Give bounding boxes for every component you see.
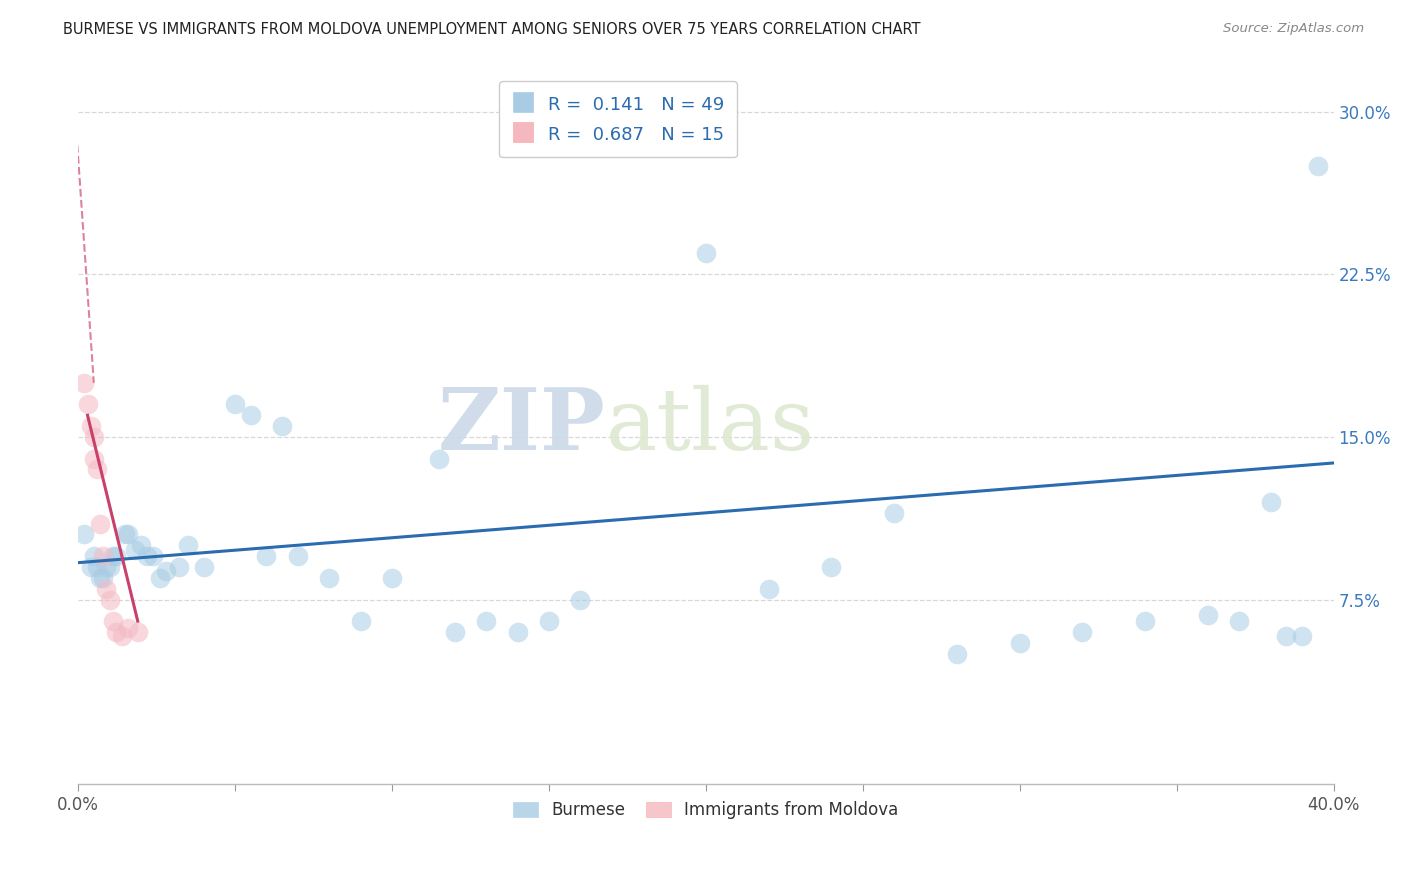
Text: Source: ZipAtlas.com: Source: ZipAtlas.com [1223, 22, 1364, 36]
Point [89, 571, 111, 585]
Point [1227, 614, 1250, 628]
Point [117, 621, 139, 635]
Text: BURMESE VS IMMIGRANTS FROM MOLDOVA UNEMPLOYMENT AMONG SENIORS OVER 75 YEARS CORR: BURMESE VS IMMIGRANTS FROM MOLDOVA UNEMP… [63, 22, 921, 37]
Point [758, 582, 780, 596]
Point [1306, 159, 1329, 173]
Point [73, 376, 96, 390]
Point [117, 527, 139, 541]
Point [506, 625, 529, 640]
Point [1135, 614, 1157, 628]
Point [946, 647, 969, 661]
Point [537, 614, 560, 628]
Point [167, 560, 190, 574]
Point [83, 451, 105, 466]
Point [224, 397, 246, 411]
Point [287, 549, 309, 564]
Text: ZIP: ZIP [437, 384, 606, 468]
Point [883, 506, 905, 520]
Point [86, 462, 108, 476]
Point [177, 538, 200, 552]
Point [149, 571, 172, 585]
Point [695, 245, 717, 260]
Legend: Burmese, Immigrants from Moldova: Burmese, Immigrants from Moldova [506, 794, 905, 825]
Point [127, 625, 149, 640]
Point [1291, 629, 1313, 643]
Point [73, 527, 96, 541]
Point [124, 542, 146, 557]
Point [89, 516, 111, 531]
Point [96, 560, 118, 574]
Point [96, 582, 118, 596]
Point [443, 625, 465, 640]
Point [142, 549, 165, 564]
Point [91, 571, 114, 585]
Point [98, 592, 121, 607]
Point [1008, 636, 1031, 650]
Point [381, 571, 404, 585]
Point [83, 549, 105, 564]
Point [129, 538, 152, 552]
Point [79, 560, 101, 574]
Point [104, 625, 127, 640]
Point [820, 560, 842, 574]
Point [349, 614, 371, 628]
Point [1197, 607, 1219, 622]
Point [193, 560, 215, 574]
Point [239, 409, 262, 423]
Point [101, 549, 124, 564]
Point [83, 430, 105, 444]
Point [569, 592, 592, 607]
Point [111, 629, 134, 643]
Point [136, 549, 159, 564]
Point [427, 451, 450, 466]
Point [86, 560, 108, 574]
Point [155, 565, 177, 579]
Point [271, 419, 294, 434]
Point [114, 527, 136, 541]
Point [76, 397, 98, 411]
Point [98, 560, 121, 574]
Point [475, 614, 498, 628]
Point [104, 549, 127, 564]
Point [101, 614, 124, 628]
Point [79, 419, 101, 434]
Point [1071, 625, 1094, 640]
Point [1275, 629, 1298, 643]
Text: atlas: atlas [606, 384, 814, 467]
Point [91, 549, 114, 564]
Point [1260, 495, 1282, 509]
Point [318, 571, 340, 585]
Point [254, 549, 277, 564]
